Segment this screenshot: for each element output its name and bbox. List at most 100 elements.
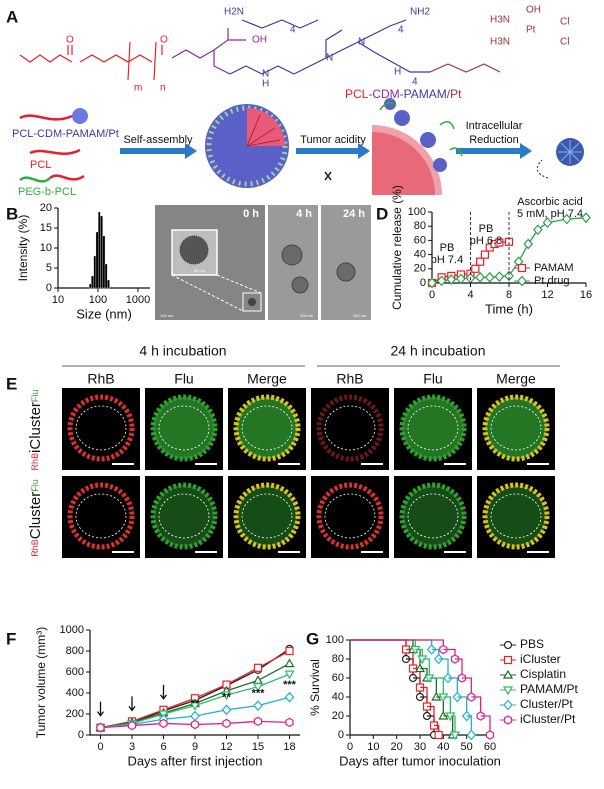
marker (581, 212, 591, 224)
column-title: RhB (336, 371, 363, 387)
marker (190, 710, 200, 722)
y-tick-label: 200 (66, 708, 84, 720)
x-tick-label: 1000 (126, 294, 150, 306)
annotation: PB (440, 242, 455, 254)
tem-particle (281, 244, 303, 266)
cell-outline (241, 405, 293, 451)
legend-label: PAMAM/Pt (520, 682, 578, 696)
cell-fill (153, 485, 215, 547)
cell-ring (150, 482, 218, 550)
marker (503, 640, 513, 650)
y-tick-label: 15 (40, 222, 52, 234)
fluorescence-image (62, 476, 140, 558)
row-label: RhBiClusterFlu (27, 390, 44, 471)
scale-bar-label: 100 nm (353, 313, 367, 318)
injection-arrow (159, 684, 168, 700)
structure-label: Pt (526, 25, 536, 36)
x-axis-title: Size (nm) (76, 306, 132, 321)
polymer-name-part: PAMAM (404, 87, 447, 101)
cell-fill (153, 397, 215, 459)
cell-outline (324, 493, 376, 539)
marker (284, 670, 295, 680)
marker (96, 722, 105, 733)
cell-outline (241, 493, 293, 539)
marker (503, 715, 513, 725)
significance: *** (252, 688, 266, 700)
y-tick-label: 1000 (60, 624, 84, 636)
marker (253, 663, 263, 672)
legend-label: PAMAM (534, 262, 574, 274)
injection-arrow (128, 696, 136, 712)
histogram-bar (100, 215, 103, 289)
fluorescence-image (62, 388, 140, 470)
marker (253, 716, 263, 727)
polymer-name-part: PCL (345, 87, 369, 101)
column-title: Flu (174, 371, 193, 387)
tem-particle (336, 262, 356, 282)
annotation: 5 mM, pH 7.4 (517, 208, 583, 220)
marker (285, 717, 294, 728)
cell-ring (316, 482, 384, 550)
x-tick-label: 60 (484, 741, 496, 753)
structure-label: N (326, 53, 333, 64)
y-tick-label: 5 (46, 262, 52, 274)
legend-label: Cisplatin (520, 667, 566, 681)
panel-label: E (6, 374, 17, 393)
x-tick-label: 30 (414, 741, 426, 753)
marker (446, 274, 457, 285)
cell-outline (324, 405, 376, 451)
marker (542, 217, 553, 229)
annotation: pH 7.4 (431, 254, 463, 266)
survival-step (480, 715, 491, 735)
cell-fill (402, 397, 464, 459)
marker (533, 224, 543, 236)
arrow-label: Self-assembly (123, 134, 193, 146)
x-tick-label: 3 (129, 741, 135, 753)
row-label: RhBClusterFlu (27, 479, 44, 557)
scheme-legend-lines (19, 108, 88, 183)
cell-outline (75, 493, 127, 539)
marker (523, 238, 534, 250)
marker (189, 701, 201, 711)
histogram-bar (95, 231, 99, 289)
cell-ring (316, 394, 384, 462)
panel-label: G (306, 629, 319, 648)
significance: ** (222, 692, 231, 704)
structure-label: 4 (290, 25, 296, 36)
marker (503, 699, 513, 711)
survival-step (438, 658, 449, 678)
tem-time: 24 h (343, 208, 365, 220)
x-tick-label: 0 (429, 289, 435, 301)
x-tick-label: 6 (160, 741, 166, 753)
survival-step (455, 658, 463, 678)
x-axis-title: Days after first injection (127, 753, 262, 768)
x-tick-label: 12 (220, 741, 232, 753)
structure-label: 4 (398, 25, 404, 36)
y-tick-label: 40 (414, 249, 426, 261)
survival-step (443, 696, 451, 716)
y-axis-title: Cumulative release (%) (390, 185, 404, 310)
structure-label: O (66, 35, 74, 46)
annotation: PB (479, 223, 494, 235)
marker (127, 720, 137, 731)
nanoparticle (205, 104, 289, 188)
fluorescence-image (311, 388, 389, 470)
survival-step (350, 639, 433, 650)
y-tick-label: 800 (66, 645, 84, 657)
scale-bar-label: 100 nm (160, 313, 174, 318)
marker (252, 675, 264, 685)
structure-label: OH (526, 5, 541, 16)
y-tick-label: 60 (332, 672, 344, 684)
legend-label: PBS (520, 637, 544, 651)
x-tick-label: 8 (506, 289, 512, 301)
marker (456, 273, 466, 285)
x-tick-label: 0 (347, 741, 353, 753)
survival-step (462, 677, 472, 697)
arrow-label: Tumor acidity (300, 134, 366, 146)
y-tick-label: 100 (408, 206, 426, 218)
marker (561, 213, 572, 225)
cell-fill (485, 397, 547, 459)
y-tick-label: 20 (414, 263, 426, 275)
x-tick-label: 18 (283, 741, 295, 753)
